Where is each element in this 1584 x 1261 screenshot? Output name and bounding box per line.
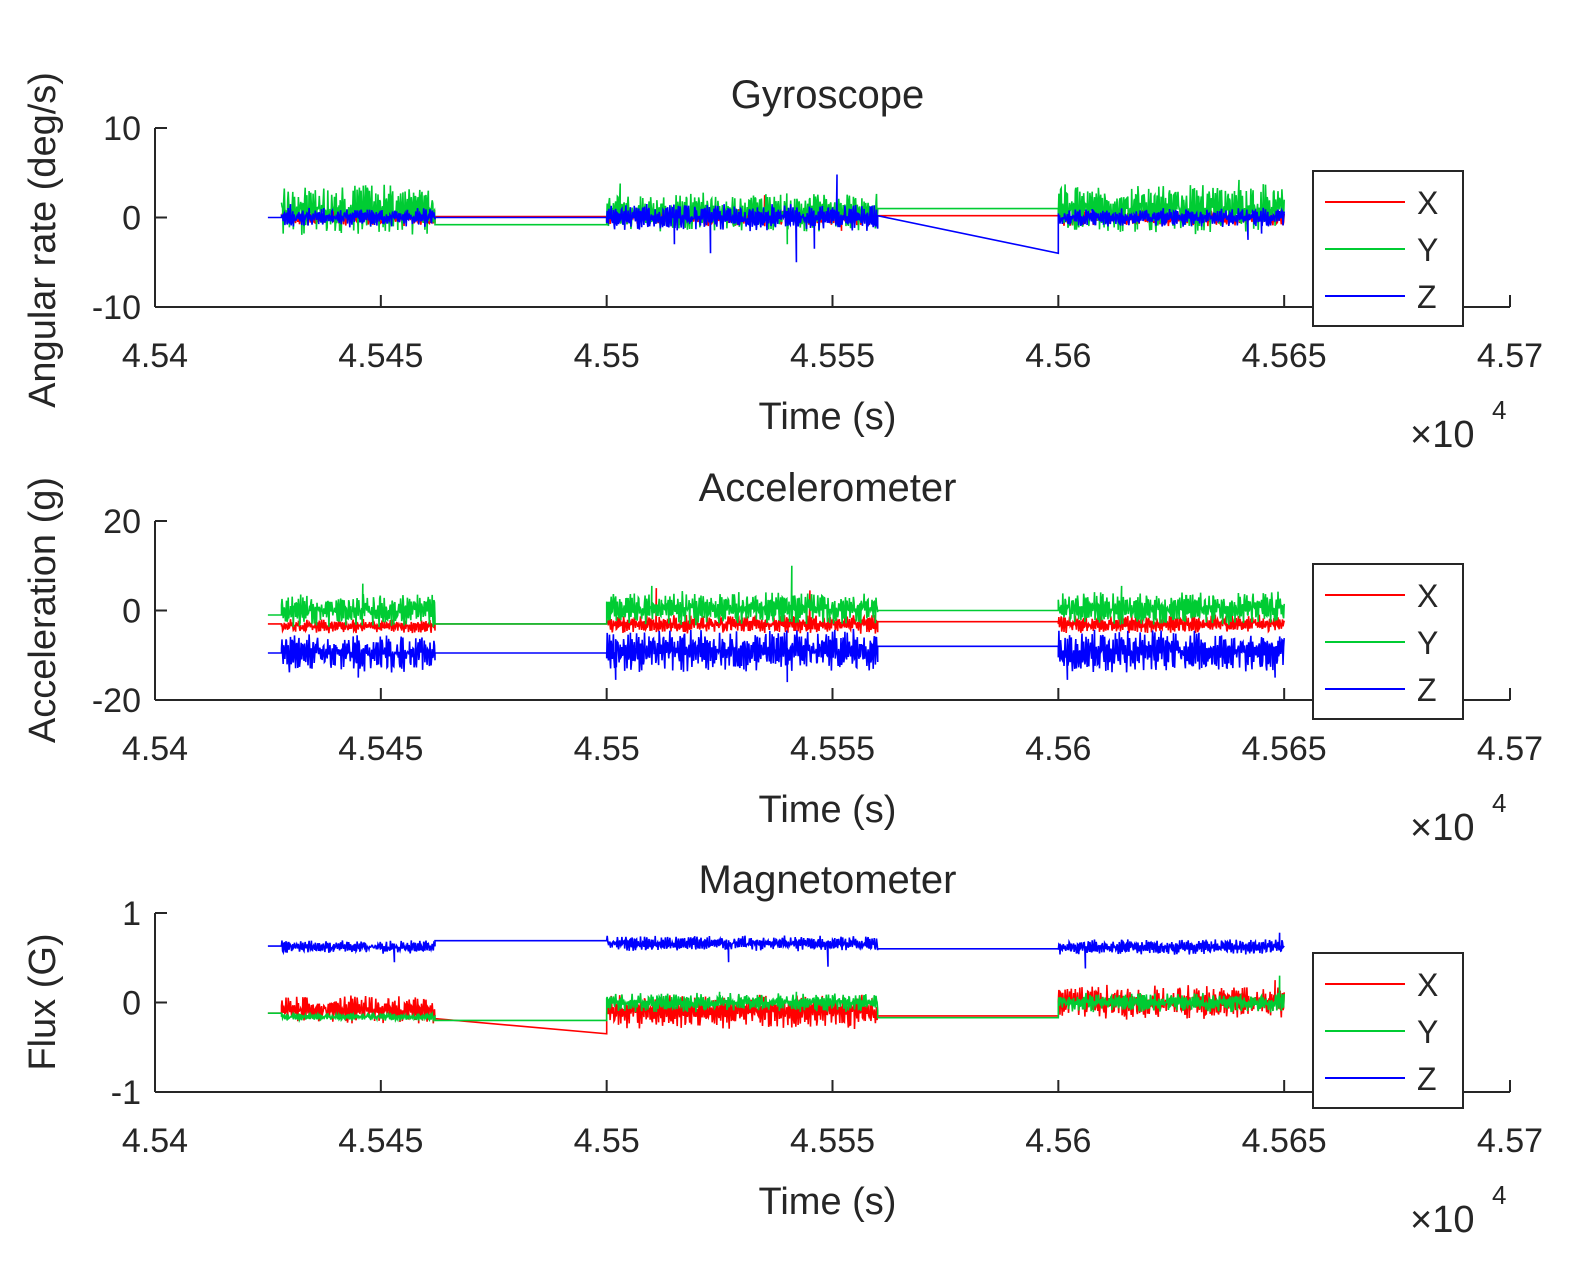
x-tick-label: 4.545	[338, 337, 423, 375]
chart-title: Gyroscope	[731, 73, 924, 117]
y-tick-label: 0	[122, 593, 141, 631]
x-tick-label: 4.55	[574, 337, 640, 375]
series-line-y	[267, 975, 1285, 1024]
legend-label-y: Y	[1417, 625, 1438, 661]
series-group	[267, 932, 1285, 1035]
series-line-z	[267, 628, 1285, 683]
x-exponent-label: ×10	[1410, 1199, 1474, 1241]
legend-label-y: Y	[1417, 232, 1438, 268]
y-tick-label: 0	[122, 985, 141, 1023]
series-line-y	[280, 179, 1285, 245]
x-tick-label: 4.565	[1242, 1122, 1327, 1160]
legend: XYZ	[1312, 952, 1464, 1109]
chart-panel-magnetometer: 4.54 4.545 4.55 4.555 4.56 4.565 4.57 -1 0 1 Magne…	[22, 858, 1543, 1241]
x-tick-label: 4.565	[1242, 730, 1327, 768]
x-tick-label: 4.555	[790, 337, 875, 375]
chart-panel-accelerometer: 4.54 4.545 4.55 4.555 4.56 4.565 4.57 -20 0 20 Acc…	[22, 466, 1543, 849]
x-tick-label: 4.55	[574, 1122, 640, 1160]
x-tick-label: 4.57	[1477, 730, 1543, 768]
y-tick-label: -1	[111, 1074, 141, 1112]
legend-label-x: X	[1417, 185, 1438, 221]
series-group	[267, 565, 1285, 683]
x-exponent-power: 4	[1492, 395, 1506, 425]
chart-title: Accelerometer	[699, 466, 957, 510]
series-group	[267, 174, 1285, 263]
x-tick-label: 4.545	[338, 730, 423, 768]
series-line-x	[267, 588, 1285, 634]
x-axis-label: Time (s)	[759, 396, 897, 438]
x-tick-label: 4.55	[574, 730, 640, 768]
x-tick-label: 4.56	[1025, 730, 1091, 768]
legend-label-z: Z	[1417, 1061, 1437, 1097]
x-tick-label: 4.54	[122, 337, 188, 375]
x-tick-label: 4.54	[122, 1122, 188, 1160]
x-tick-label: 4.565	[1242, 337, 1327, 375]
x-exponent-label: ×10	[1410, 414, 1474, 456]
y-axis-label: Angular rate (deg/s)	[22, 72, 64, 408]
y-tick-label: 10	[103, 110, 141, 148]
y-tick-label: 20	[103, 503, 141, 541]
series-line-y	[267, 565, 1285, 628]
x-axis-label: Time (s)	[759, 789, 897, 831]
chart-title: Magnetometer	[699, 858, 957, 902]
x-tick-label: 4.57	[1477, 337, 1543, 375]
legend-label-z: Z	[1417, 279, 1437, 315]
y-tick-label: 0	[122, 200, 141, 238]
legend: XYZ	[1312, 563, 1464, 720]
x-exponent-power: 4	[1492, 1180, 1506, 1210]
x-tick-label: 4.545	[338, 1122, 423, 1160]
x-axis-label: Time (s)	[759, 1181, 897, 1223]
series-line-z	[267, 932, 1285, 969]
legend-label-y: Y	[1417, 1014, 1438, 1050]
x-tick-label: 4.56	[1025, 337, 1091, 375]
x-exponent-label: ×10	[1410, 807, 1474, 849]
x-tick-label: 4.54	[122, 730, 188, 768]
legend-label-x: X	[1417, 578, 1438, 614]
legend-label-x: X	[1417, 967, 1438, 1003]
y-tick-label: -10	[92, 289, 141, 327]
y-axis-label: Acceleration (g)	[22, 477, 64, 743]
x-tick-label: 4.57	[1477, 1122, 1543, 1160]
x-exponent-power: 4	[1492, 788, 1506, 818]
x-tick-label: 4.555	[790, 730, 875, 768]
legend: XYZ	[1312, 170, 1464, 327]
series-line-z	[267, 174, 1285, 263]
x-tick-label: 4.56	[1025, 1122, 1091, 1160]
x-tick-label: 4.555	[790, 1122, 875, 1160]
y-axis-label: Flux (G)	[22, 933, 64, 1070]
y-tick-label: 1	[122, 895, 141, 933]
chart-panel-gyroscope: 4.54 4.545 4.55 4.555 4.56 4.565 4.57 -10 0 10 Gyr…	[22, 72, 1543, 456]
legend-label-z: Z	[1417, 672, 1437, 708]
y-tick-label: -20	[92, 682, 141, 720]
